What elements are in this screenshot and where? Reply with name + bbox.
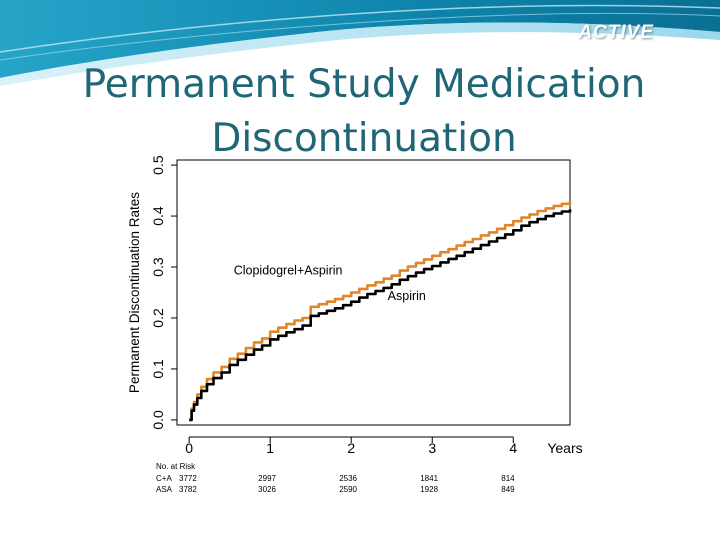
slide-title-line-2: Discontinuation	[211, 116, 517, 161]
series-label-aspirin: Aspirin	[388, 289, 426, 303]
risk-table-header: No. at Risk	[156, 462, 196, 471]
y-tick-label: 0.5	[150, 155, 166, 175]
slide-title: Permanent Study Medication Discontinuati…	[0, 58, 720, 166]
risk-table-cell: 1841	[420, 474, 438, 483]
x-tick-label: 4	[509, 440, 517, 456]
y-tick-label: 0.2	[150, 308, 166, 328]
x-axis-label: Years	[547, 440, 582, 456]
risk-table-row-label: ASA	[156, 485, 173, 494]
risk-table-row-label: C+A	[156, 474, 172, 483]
risk-table-cell: 2590	[339, 485, 357, 494]
x-tick-label: 3	[428, 440, 436, 456]
plot-frame	[176, 159, 571, 426]
series-line-aspirin	[189, 209, 572, 422]
y-tick-label: 0.1	[150, 359, 166, 379]
x-tick-label: 2	[347, 440, 355, 456]
x-tick-label: 0	[185, 440, 193, 456]
risk-table-cell: 849	[501, 485, 515, 494]
risk-table-cell: 3026	[258, 485, 276, 494]
risk-table-cell: 2997	[258, 474, 276, 483]
y-axis-label: Permanent Discontinuation Rates	[127, 192, 142, 393]
y-tick-label: 0.4	[150, 206, 166, 226]
risk-table-cell: 1928	[420, 485, 438, 494]
series-label-clopidogrel-aspirin: Clopidogrel+Aspirin	[234, 264, 343, 278]
risk-table-cell: 814	[501, 474, 515, 483]
risk-table-cell: 3772	[179, 474, 197, 483]
y-tick-label: 0.3	[150, 257, 166, 277]
x-tick-label: 1	[266, 440, 274, 456]
risk-table-cell: 3782	[179, 485, 197, 494]
brand-logo-text: ACTIVE	[578, 22, 654, 43]
risk-table-cell: 2536	[339, 474, 357, 483]
series-line-clopidogrel-aspirin	[189, 200, 572, 422]
slide-title-line-1: Permanent Study Medication	[82, 62, 646, 107]
y-tick-label: 0.0	[150, 410, 166, 430]
